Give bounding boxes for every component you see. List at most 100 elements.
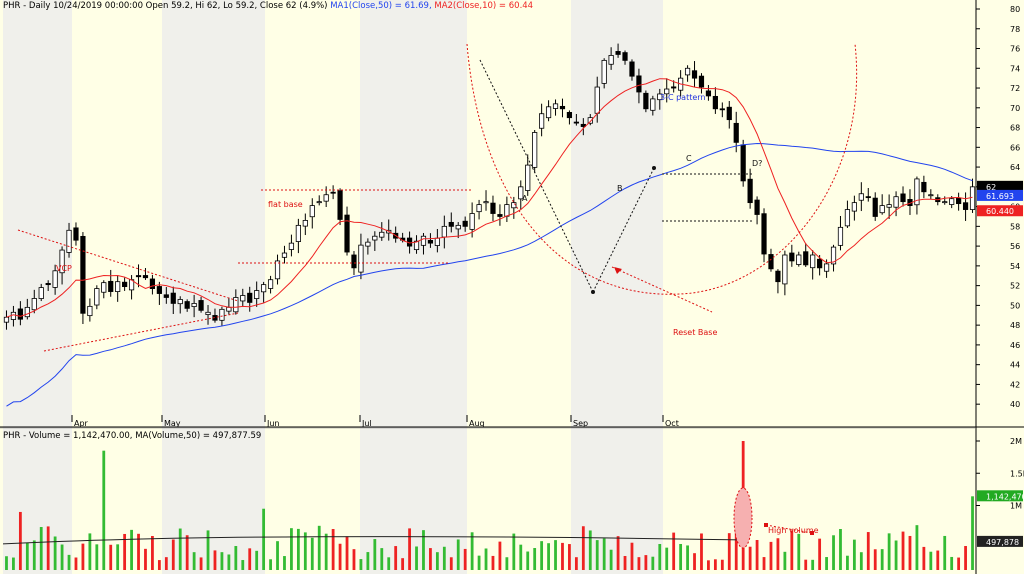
volume-bar — [429, 548, 432, 570]
candle — [351, 254, 357, 269]
candle — [858, 193, 864, 201]
candle — [379, 231, 385, 238]
volume-bar — [971, 496, 974, 570]
y-tick-label: 50 — [1010, 301, 1020, 310]
volume-bar — [846, 555, 849, 570]
candle — [427, 240, 434, 244]
candle — [52, 270, 58, 288]
candle — [712, 95, 718, 110]
candle — [177, 299, 183, 305]
candle — [566, 112, 573, 119]
volume-bar — [213, 550, 217, 570]
volume-bar — [568, 544, 571, 570]
month-band — [3, 0, 72, 574]
volume-bar — [220, 552, 224, 570]
volume-badge — [977, 490, 1023, 502]
volume-bar — [595, 540, 599, 570]
x-tick-label: Jun — [266, 419, 280, 428]
candle — [817, 258, 823, 269]
candle — [66, 229, 72, 253]
x-tick-label: May — [164, 419, 181, 428]
volume-bar — [936, 550, 940, 570]
y-tick-label: 72 — [1010, 84, 1020, 93]
volume-bar — [470, 532, 474, 570]
volume-bar — [644, 555, 648, 570]
candle — [823, 263, 830, 272]
volume-bar — [707, 560, 710, 570]
volume-bar — [185, 535, 189, 570]
volume-ma-badge-text: 497,878 — [986, 538, 1019, 547]
candle — [650, 98, 656, 111]
candle — [267, 279, 274, 289]
volume-bar — [46, 526, 50, 570]
reset-base-label: Reset Base — [673, 328, 717, 337]
volume-bar — [18, 511, 22, 570]
volume-bar — [352, 549, 356, 570]
volume-bar — [53, 536, 57, 570]
candle — [115, 281, 121, 292]
volume-bar — [116, 544, 120, 570]
candle — [525, 164, 531, 191]
volume-bar — [964, 546, 967, 570]
volume-bar — [588, 530, 592, 570]
candle — [434, 237, 440, 246]
candle — [87, 305, 93, 317]
volume-bar — [672, 532, 676, 570]
volume-bar — [602, 538, 606, 570]
candle — [163, 294, 169, 298]
candle — [295, 224, 301, 242]
y-tick-label: 76 — [1010, 45, 1020, 54]
wave-b-label: B — [617, 184, 623, 193]
volume-bar — [262, 508, 266, 570]
volume-bar — [901, 531, 905, 570]
y-tick-label: 52 — [1010, 282, 1020, 291]
volume-bar — [380, 548, 384, 570]
price-header: PHR - Daily 10/24/2019 00:00:00 Open 59.… — [3, 1, 533, 11]
candle — [629, 61, 635, 77]
candle — [156, 286, 162, 294]
flat-base-label: flat base — [268, 200, 303, 209]
high-volume-ellipse — [733, 487, 753, 549]
candle — [17, 308, 23, 320]
reset-arrow — [614, 267, 622, 274]
candle — [73, 227, 79, 241]
volume-bar — [720, 559, 724, 570]
candle — [344, 214, 350, 253]
volume-bar — [137, 533, 140, 570]
candle — [94, 288, 100, 306]
candle — [420, 235, 427, 246]
volume-bar — [109, 544, 113, 570]
candle — [281, 252, 288, 258]
ma50-legend: MA1(Close,50) = 61.69, — [330, 1, 432, 11]
volume-bar — [394, 546, 398, 570]
candle — [441, 225, 447, 238]
candle — [900, 193, 906, 203]
volume-bar — [623, 555, 627, 570]
candle — [962, 202, 969, 210]
wave-b-line — [592, 167, 655, 293]
candle — [288, 242, 295, 250]
candle — [921, 181, 927, 193]
candle — [657, 93, 663, 101]
volume-bar — [171, 539, 175, 570]
candle — [768, 254, 774, 270]
volume-bar — [422, 530, 425, 570]
high-volume-label: High volume — [768, 526, 819, 535]
y-tick-label: 66 — [1010, 143, 1020, 152]
y-tick-label: 46 — [1010, 341, 1020, 350]
y-tick-label: 56 — [1010, 242, 1020, 251]
candle — [38, 287, 44, 299]
candle — [740, 144, 746, 182]
volume-bar — [199, 557, 203, 570]
volume-bar — [880, 549, 884, 570]
volume-bar — [373, 539, 377, 570]
volume-tick-label: 1M — [1010, 502, 1022, 511]
candle — [142, 275, 149, 279]
candle — [149, 278, 156, 289]
candle — [413, 240, 420, 251]
y-tick-label: 68 — [1010, 124, 1020, 133]
candle — [205, 311, 211, 315]
candle — [671, 86, 677, 89]
candle — [330, 191, 336, 194]
